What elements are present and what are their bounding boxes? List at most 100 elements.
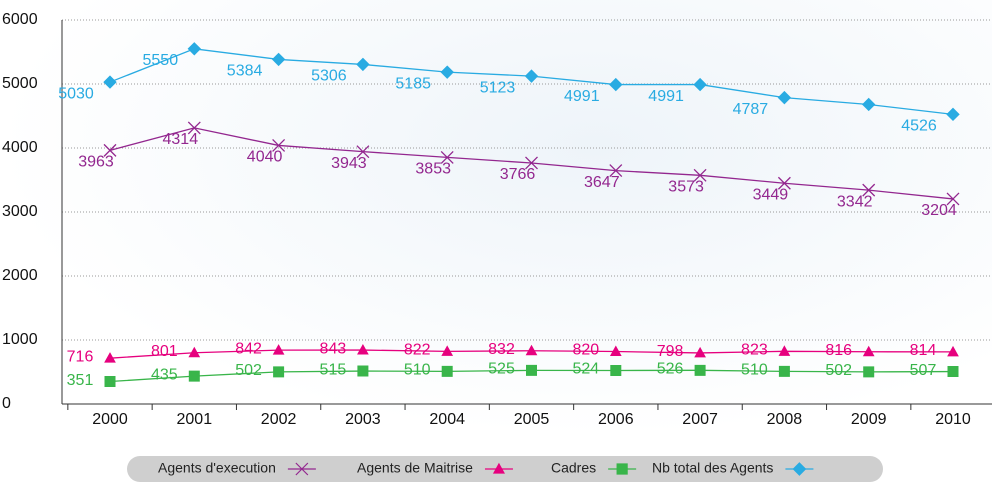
marker bbox=[188, 370, 200, 382]
data-label: 814 bbox=[910, 342, 937, 359]
marker bbox=[610, 364, 622, 376]
x-tick-label: 2004 bbox=[429, 411, 465, 428]
data-label: 843 bbox=[320, 340, 347, 357]
marker bbox=[440, 150, 454, 164]
legend-label: Agents de Maitrise bbox=[357, 460, 473, 476]
marker bbox=[441, 345, 454, 356]
data-label: 5384 bbox=[227, 63, 263, 80]
data-label: 820 bbox=[572, 342, 599, 359]
data-label: 435 bbox=[151, 366, 178, 383]
marker bbox=[861, 97, 876, 112]
data-label: 5123 bbox=[480, 79, 516, 96]
y-tick-label: 0 bbox=[2, 395, 11, 412]
data-label: 4787 bbox=[733, 101, 769, 118]
data-label: 823 bbox=[741, 342, 768, 359]
marker bbox=[609, 164, 623, 178]
marker bbox=[694, 364, 706, 376]
data-label: 510 bbox=[404, 362, 431, 379]
data-label: 3943 bbox=[331, 155, 367, 172]
marker bbox=[863, 366, 875, 378]
marker bbox=[862, 345, 875, 357]
marker bbox=[609, 345, 622, 357]
legend-marker bbox=[492, 462, 505, 474]
marker bbox=[778, 345, 791, 356]
x-tick-label: 2003 bbox=[345, 411, 381, 428]
data-label: 5306 bbox=[311, 68, 347, 85]
marker bbox=[694, 346, 706, 358]
marker bbox=[273, 366, 285, 378]
data-label: 3647 bbox=[584, 174, 620, 191]
marker bbox=[441, 365, 453, 377]
data-label: 716 bbox=[67, 348, 94, 365]
y-tick-label: 3000 bbox=[2, 203, 38, 220]
data-label: 510 bbox=[741, 362, 768, 379]
data-label: 3573 bbox=[668, 179, 704, 196]
marker bbox=[777, 90, 792, 105]
x-tick-label: 2008 bbox=[767, 411, 803, 428]
data-label: 4040 bbox=[247, 149, 283, 166]
y-tick-label: 1000 bbox=[2, 331, 38, 348]
x-tick-label: 2000 bbox=[92, 411, 128, 428]
data-label: 822 bbox=[404, 342, 431, 359]
marker bbox=[693, 77, 707, 92]
data-label: 801 bbox=[151, 343, 178, 360]
data-label: 3204 bbox=[921, 202, 957, 219]
data-label: 816 bbox=[825, 342, 852, 359]
data-label: 525 bbox=[488, 361, 515, 378]
marker bbox=[524, 69, 539, 83]
data-label: 3963 bbox=[78, 154, 114, 171]
marker bbox=[104, 376, 116, 388]
data-label: 4526 bbox=[901, 118, 937, 135]
data-label: 5030 bbox=[58, 85, 94, 102]
marker bbox=[188, 346, 201, 358]
x-tick-label: 2006 bbox=[598, 411, 634, 428]
data-label: 4991 bbox=[648, 88, 684, 105]
data-label: 524 bbox=[572, 361, 599, 378]
data-label: 351 bbox=[67, 372, 94, 389]
marker bbox=[271, 52, 286, 67]
marker bbox=[946, 192, 960, 206]
x-tick-label: 2001 bbox=[177, 411, 213, 428]
data-label: 5550 bbox=[143, 52, 179, 69]
legend: Agents d'execution Agents de Maitrise Cadr… bbox=[158, 460, 814, 476]
x-tick-label: 2007 bbox=[682, 411, 718, 428]
marker bbox=[357, 344, 369, 355]
marker bbox=[272, 138, 286, 152]
marker bbox=[526, 364, 537, 376]
x-tick-label: 2009 bbox=[851, 411, 887, 428]
legend-marker bbox=[295, 462, 309, 476]
data-label: 4991 bbox=[564, 88, 600, 105]
marker bbox=[104, 352, 116, 363]
marker bbox=[357, 365, 369, 377]
data-label: 798 bbox=[657, 343, 684, 360]
legend-marker bbox=[616, 463, 628, 475]
legend-marker bbox=[792, 462, 807, 476]
marker bbox=[777, 176, 791, 190]
x-tick-label: 2005 bbox=[514, 411, 550, 428]
data-label: 515 bbox=[320, 361, 347, 378]
data-label: 502 bbox=[825, 362, 852, 379]
marker bbox=[778, 365, 790, 377]
data-label: 832 bbox=[488, 341, 515, 358]
y-tick-label: 2000 bbox=[2, 267, 38, 284]
marker bbox=[356, 145, 370, 159]
marker bbox=[862, 183, 876, 197]
data-label: 502 bbox=[235, 362, 262, 379]
marker bbox=[947, 366, 959, 378]
marker bbox=[693, 168, 707, 182]
y-tick-label: 6000 bbox=[2, 11, 38, 28]
marker bbox=[103, 75, 117, 89]
data-label: 507 bbox=[910, 362, 937, 379]
marker bbox=[440, 65, 454, 79]
marker bbox=[609, 77, 623, 92]
data-label: 4314 bbox=[163, 131, 199, 148]
data-label: 526 bbox=[657, 361, 684, 378]
marker bbox=[187, 121, 201, 135]
x-tick-label: 2002 bbox=[261, 411, 297, 428]
data-label: 842 bbox=[235, 340, 262, 357]
marker bbox=[947, 345, 959, 357]
marker bbox=[525, 344, 538, 356]
marker bbox=[356, 57, 370, 72]
y-tick-label: 4000 bbox=[2, 139, 38, 156]
